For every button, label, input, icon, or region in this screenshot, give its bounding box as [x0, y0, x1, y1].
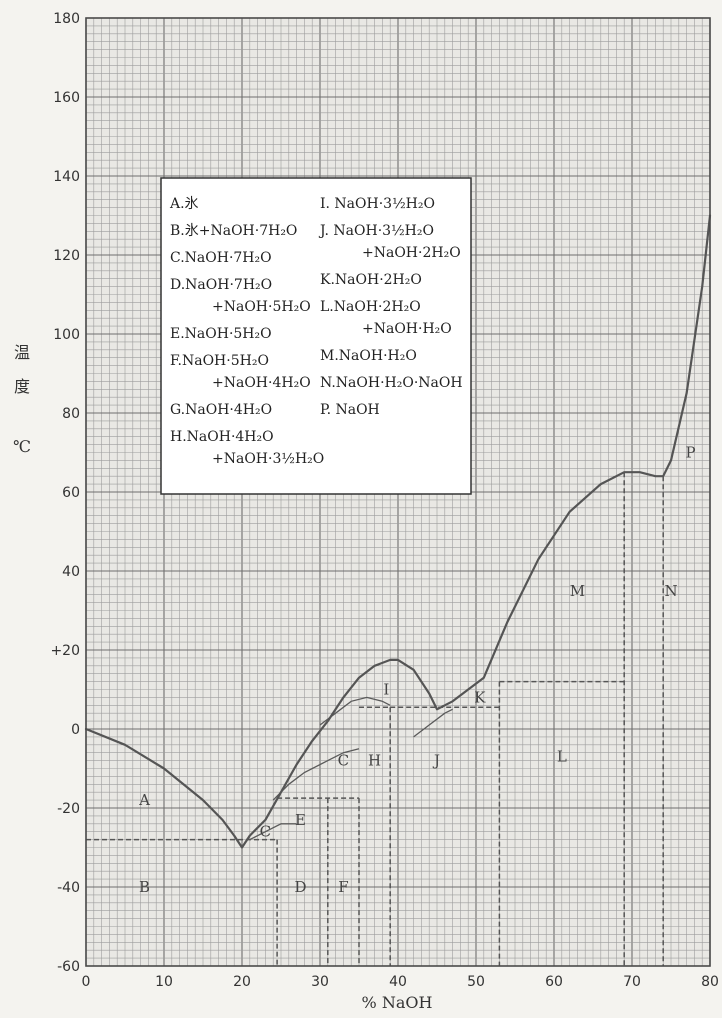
- metastable-curve: [249, 823, 297, 841]
- y-axis-ticks: 180 160 140 120 100 80 60 40 +20 0 -20 -40 -60: [50, 11, 80, 975]
- y-tick-label: 40: [62, 564, 80, 580]
- y-axis-title-char-3: ℃: [13, 437, 31, 456]
- legend-entry: C.NaOH·7H₂O: [170, 250, 272, 266]
- legend-entry: +NaOH·5H₂O: [212, 299, 311, 315]
- region-label: K: [474, 688, 486, 706]
- region-label: D: [294, 878, 306, 896]
- region-labels: A B C E D F C H I J K L M N P: [138, 444, 695, 897]
- x-tick-label: 40: [389, 974, 407, 990]
- legend-entry: L.NaOH·2H₂O: [320, 299, 421, 315]
- legend-entry: H.NaOH·4H₂O: [170, 429, 274, 445]
- region-label: M: [570, 582, 585, 600]
- plot-frame: [85, 17, 711, 967]
- y-axis-title: 温 度 ℃: [13, 343, 31, 456]
- legend-entry: M.NaOH·H₂O: [320, 348, 417, 364]
- x-tick-label: 0: [82, 974, 91, 990]
- y-tick-label: 160: [53, 90, 80, 106]
- legend: A.氷 B.氷+NaOH·7H₂O C.NaOH·7H₂O D.NaOH·7H₂O +N…: [160, 177, 472, 495]
- y-tick-label: 80: [62, 406, 80, 422]
- y-tick-label: -60: [57, 959, 80, 975]
- legend-entry: G.NaOH·4H₂O: [170, 402, 272, 418]
- region-label: A: [138, 791, 150, 809]
- x-tick-label: 50: [467, 974, 485, 990]
- x-tick-label: 30: [311, 974, 329, 990]
- region-label: N: [664, 582, 677, 600]
- y-tick-label: -40: [57, 880, 80, 896]
- region-label: C: [338, 752, 349, 770]
- y-tick-label: +20: [50, 643, 80, 659]
- legend-entry: +NaOH·2H₂O: [362, 245, 461, 261]
- x-tick-label: 60: [545, 974, 563, 990]
- phase-boundary-lines: [86, 472, 664, 966]
- liquidus-curve: [84, 214, 712, 849]
- y-tick-label: 100: [53, 327, 80, 343]
- legend-entry: P. NaOH: [320, 402, 380, 418]
- region-label: E: [295, 811, 306, 829]
- y-tick-label: 140: [53, 169, 80, 185]
- y-tick-label: -20: [57, 801, 80, 817]
- legend-column-left: A.氷 B.氷+NaOH·7H₂O C.NaOH·7H₂O D.NaOH·7H₂O +N…: [169, 196, 324, 467]
- legend-entry: D.NaOH·7H₂O: [170, 277, 272, 293]
- region-label: F: [338, 878, 348, 896]
- metastable-curve: [413, 708, 453, 738]
- legend-entry: +NaOH·4H₂O: [212, 375, 311, 391]
- x-axis-ticks: 0 10 20 30 40 50 60 70 80: [82, 974, 719, 990]
- legend-entry: J. NaOH·3½H₂O: [318, 223, 434, 239]
- x-tick-label: 80: [701, 974, 719, 990]
- region-label: H: [368, 752, 381, 770]
- legend-entry: F.NaOH·5H₂O: [170, 353, 269, 369]
- x-tick-label: 10: [155, 974, 173, 990]
- y-tick-label: 120: [53, 248, 80, 264]
- region-label: C: [260, 823, 271, 841]
- legend-entry: I. NaOH·3½H₂O: [320, 196, 435, 212]
- legend-entry: A.氷: [169, 196, 199, 212]
- y-axis-title-char-2: 度: [14, 377, 30, 396]
- y-tick-label: 180: [53, 11, 80, 27]
- region-label: L: [557, 748, 567, 766]
- y-axis-title-char-1: 温: [14, 343, 30, 362]
- x-tick-label: 70: [623, 974, 641, 990]
- region-label: B: [139, 878, 150, 896]
- region-label: I: [383, 681, 389, 699]
- y-tick-label: 60: [62, 485, 80, 501]
- x-axis-title: % NaOH: [362, 993, 433, 1012]
- legend-box: [160, 177, 472, 495]
- region-label: J: [432, 752, 440, 770]
- legend-entry: +NaOH·3½H₂O: [212, 451, 324, 467]
- region-label: P: [685, 444, 695, 462]
- legend-entry: E.NaOH·5H₂O: [170, 326, 272, 342]
- x-tick-label: 20: [233, 974, 251, 990]
- legend-entry: +NaOH·H₂O: [362, 321, 452, 337]
- metastable-curve: [272, 748, 360, 801]
- legend-entry: N.NaOH·H₂O·NaOH: [320, 375, 463, 391]
- legend-entry: B.氷+NaOH·7H₂O: [170, 223, 297, 239]
- y-tick-label: 0: [71, 722, 80, 738]
- legend-entry: K.NaOH·2H₂O: [320, 272, 422, 288]
- legend-column-right: I. NaOH·3½H₂O J. NaOH·3½H₂O +NaOH·2H₂O K.Na…: [318, 196, 463, 418]
